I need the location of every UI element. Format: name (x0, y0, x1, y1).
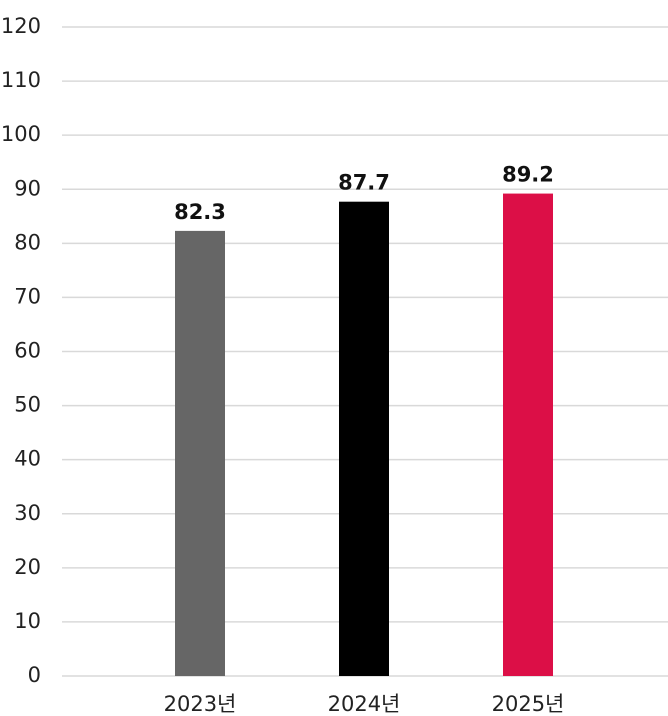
bar (503, 193, 553, 676)
y-tick-label: 70 (14, 284, 41, 308)
value-label: 82.3 (174, 200, 226, 224)
y-tick-label: 110 (1, 68, 41, 92)
y-tick-label: 40 (14, 447, 41, 471)
x-tick-label: 2024년 (328, 692, 401, 716)
y-tick-label: 90 (14, 176, 41, 200)
y-tick-label: 60 (14, 339, 41, 363)
y-tick-label: 50 (14, 393, 41, 417)
bar (175, 230, 225, 676)
value-label: 89.2 (502, 163, 554, 187)
y-tick-label: 10 (14, 609, 41, 633)
y-tick-label: 20 (14, 555, 41, 579)
y-tick-label: 120 (1, 14, 41, 38)
y-tick-label: 100 (1, 122, 41, 146)
y-tick-label: 80 (14, 230, 41, 254)
value-label: 87.7 (338, 171, 390, 195)
bar (339, 201, 389, 677)
y-tick-label: 0 (28, 663, 41, 687)
x-tick-label: 2023년 (164, 692, 237, 716)
x-tick-label: 2025년 (492, 692, 565, 716)
y-tick-label: 30 (14, 501, 41, 525)
